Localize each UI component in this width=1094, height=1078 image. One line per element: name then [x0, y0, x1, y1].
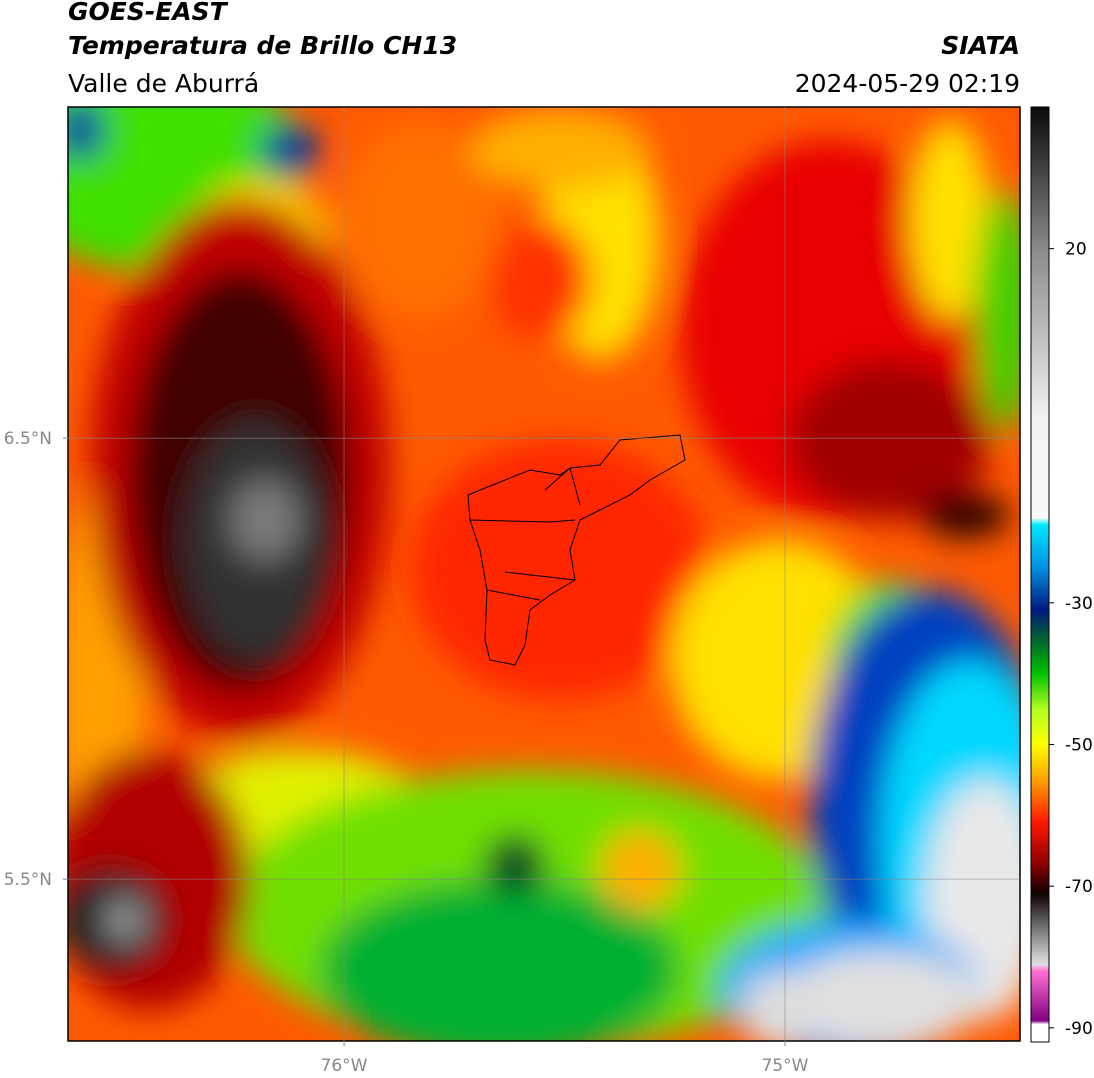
x-tick-label: 76°W: [321, 1056, 368, 1076]
colorbar-tick-label: -50: [1065, 736, 1093, 756]
x-tick-label: 75°W: [761, 1056, 808, 1076]
title: GOES-EAST: [68, 0, 229, 26]
region: Valle de Aburrá: [68, 69, 259, 98]
colorbar-tick-label: 20: [1065, 240, 1087, 260]
datetime: 2024-05-29 02:19: [795, 69, 1020, 98]
source: SIATA: [941, 31, 1020, 60]
municipality-outline: [467, 434, 686, 666]
map-frame: [67, 106, 1021, 1042]
y-tick-label: 6.5°N: [4, 429, 52, 449]
colorbar-tick-label: -90: [1065, 1019, 1093, 1039]
satellite-image: [68, 107, 1020, 1041]
colorbar-tick-label: -70: [1065, 877, 1093, 897]
colorbar-tick-label: -30: [1065, 594, 1093, 614]
y-tick-label: 5.5°N: [4, 870, 52, 890]
colorbar: [1030, 106, 1050, 1043]
subtitle: Temperatura de Brillo CH13: [68, 31, 457, 60]
